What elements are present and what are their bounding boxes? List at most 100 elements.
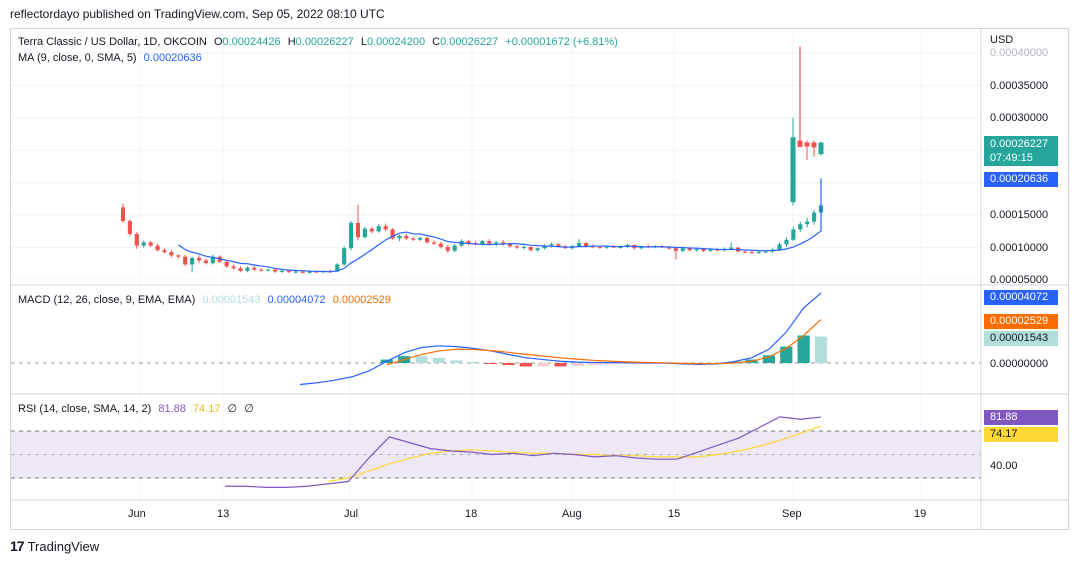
candle-body	[210, 256, 215, 264]
candle-body	[355, 222, 361, 238]
candle-body	[183, 256, 188, 265]
candle-body	[701, 248, 706, 251]
candle-body	[812, 212, 817, 222]
price-legend: Terra Classic / US Dollar, 1D, OKCOIN O0…	[18, 36, 622, 48]
ma-line-path	[177, 178, 822, 273]
ohlc-c-label: C	[432, 36, 441, 48]
ohlc-l-label: L	[360, 36, 367, 48]
candle-body	[348, 222, 354, 249]
macd-histogram-bar	[484, 363, 498, 364]
candle-body	[542, 245, 547, 249]
currency-label: USD	[990, 34, 1014, 46]
macd-histogram-bar	[623, 363, 637, 364]
macd-histogram-bar	[814, 336, 828, 363]
x-tick-label: Aug	[562, 508, 582, 520]
hist-tag: 0.00001543	[984, 331, 1058, 346]
ohlc-o-label: O	[213, 36, 223, 48]
candle-body	[790, 137, 796, 203]
candle-body	[134, 233, 139, 246]
macd-histogram-bar	[554, 363, 567, 367]
candle-body	[224, 261, 229, 267]
candle-body	[452, 245, 457, 251]
candle-body	[535, 248, 540, 251]
candle-body	[680, 248, 685, 251]
macd-line	[299, 292, 822, 386]
candle-body	[335, 264, 340, 272]
candle-body	[245, 267, 250, 271]
x-tick-label: Jun	[128, 508, 146, 520]
candle-body	[618, 246, 623, 248]
macd-histogram-bar	[467, 361, 480, 363]
candle-body	[549, 244, 554, 246]
macd-histogram-bar	[432, 357, 446, 363]
macd-zero-label: 0.00000000	[990, 358, 1049, 370]
ma-price-tag: 0.00020636	[984, 172, 1058, 187]
macd-histogram-bar	[502, 363, 515, 366]
candle-body	[590, 246, 596, 248]
ohlc-close: 0.00026227	[440, 36, 499, 48]
candle-body	[431, 242, 437, 244]
macd-tag: 0.00004072	[984, 290, 1058, 305]
candle-body	[342, 248, 347, 265]
candle-body	[756, 252, 761, 254]
candle-body	[729, 247, 734, 249]
tradingview-brand: TradingView	[27, 538, 100, 554]
rsi-legend: RSI (14, close, SMA, 14, 2) 81.88 74.17 …	[18, 402, 258, 415]
x-tick-label: Jul	[344, 508, 359, 520]
candle-body	[501, 242, 506, 245]
candle-body	[666, 247, 672, 249]
ma-label: MA (9, close, 0, SMA, 5)	[18, 52, 137, 64]
candle-body	[293, 271, 298, 273]
candle-body	[507, 244, 513, 247]
candle-body	[487, 241, 492, 244]
rsi-tag: 81.88	[984, 410, 1058, 425]
y-tick-label: 0.00015000	[990, 209, 1049, 221]
y-tick-label: 0.00010000	[990, 242, 1049, 254]
candle-body	[438, 243, 443, 247]
candle-body	[445, 246, 450, 251]
rsi-ma-value: 74.17	[192, 403, 221, 415]
candle-body	[597, 246, 602, 248]
candle-body	[687, 248, 692, 251]
candle-body	[141, 242, 146, 246]
candle-body	[784, 239, 789, 245]
rsi-extra-2: ∅	[244, 403, 254, 415]
candle-body	[148, 242, 153, 246]
macd-histogram-bar	[519, 363, 532, 367]
candle-body	[362, 228, 367, 238]
tradingview-logo[interactable]: 17 TradingView	[10, 538, 99, 554]
candle-body	[777, 244, 782, 250]
candle-body	[521, 246, 526, 248]
ohlc-change: +0.00001672 (+6.81%)	[505, 36, 618, 48]
candle-body	[120, 207, 126, 221]
x-tick-label: 18	[465, 508, 478, 520]
candle-body	[397, 235, 402, 239]
candle-body	[383, 226, 388, 230]
candle-body	[162, 250, 167, 253]
macd-histogram-bar	[728, 361, 741, 363]
macd-histogram-bar	[762, 355, 775, 363]
macd-histogram-bar	[589, 363, 602, 366]
macd-legend: MACD (12, 26, close, 9, EMA, EMA) 0.0000…	[18, 294, 395, 306]
candle-body	[514, 246, 519, 248]
candle-body	[494, 242, 499, 244]
chart-frame	[10, 28, 1069, 530]
y-tick-label: 0.00005000	[990, 274, 1049, 286]
candle-body	[231, 266, 236, 269]
y-tick-label: 0.00030000	[990, 112, 1049, 124]
macd-histogram-bar	[450, 360, 463, 363]
candle-body	[286, 270, 291, 273]
candle-body	[252, 267, 257, 270]
candle-body	[797, 140, 803, 148]
candle-body	[604, 246, 609, 248]
macd-histogram-bar	[571, 363, 584, 366]
macd-value: 0.00004072	[267, 294, 326, 306]
rsi-tick-label: 40.00	[990, 460, 1018, 472]
candle-body	[307, 271, 312, 273]
candle-body	[155, 245, 160, 251]
macd-histogram-bar	[606, 363, 619, 365]
candle-body	[466, 241, 471, 244]
candle-body	[259, 269, 264, 271]
macd-histogram-bar	[415, 356, 428, 363]
